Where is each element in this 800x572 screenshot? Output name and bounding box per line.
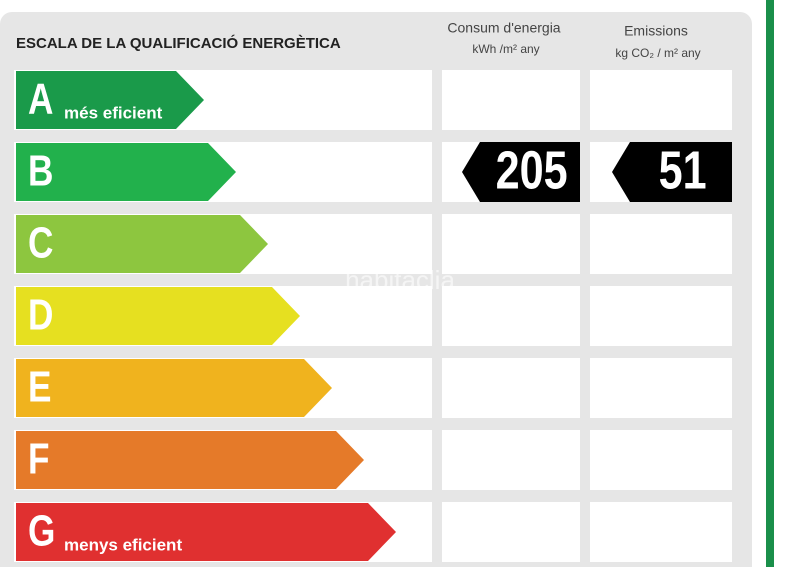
side-bar [766, 0, 774, 567]
rating-note: menys eficient [64, 535, 182, 554]
rating-arrow [16, 143, 236, 201]
rating-arrow [16, 71, 204, 129]
value-text: 51 [659, 141, 707, 201]
column-unit: kg CO₂ / m² any [615, 46, 700, 60]
value-cell [590, 286, 732, 346]
value-cell [590, 502, 732, 562]
column-title: Consum d'energia [447, 20, 560, 36]
value-cell [442, 214, 580, 274]
rating-letter: D [28, 291, 53, 340]
column-title: Emissions [624, 23, 688, 39]
rating-arrow [16, 503, 396, 561]
watermark: habitaclia [345, 265, 455, 295]
column-unit: kWh /m² any [472, 42, 539, 56]
value-cell [442, 70, 580, 130]
rating-letter: G [28, 507, 55, 556]
value-cell [442, 286, 580, 346]
rating-letter: E [28, 363, 51, 412]
rating-arrow [16, 359, 332, 417]
rating-note: més eficient [64, 103, 163, 122]
value-cell [442, 430, 580, 490]
rating-arrow [16, 215, 268, 273]
value-cell [442, 502, 580, 562]
value-cell [590, 214, 732, 274]
title: ESCALA DE LA QUALIFICACIÓ ENERGÈTICA [16, 34, 341, 52]
value-cell [442, 358, 580, 418]
rating-arrow [16, 287, 300, 345]
rating-letter: A [28, 75, 53, 124]
rating-letter: F [28, 435, 50, 484]
value-text: 205 [496, 141, 568, 201]
rating-letter: C [28, 219, 53, 268]
value-cell [590, 70, 732, 130]
value-tag [462, 142, 580, 202]
value-cell [590, 430, 732, 490]
rating-arrow [16, 431, 364, 489]
rating-letter: B [28, 147, 53, 196]
value-cell [590, 358, 732, 418]
value-tag [612, 142, 732, 202]
